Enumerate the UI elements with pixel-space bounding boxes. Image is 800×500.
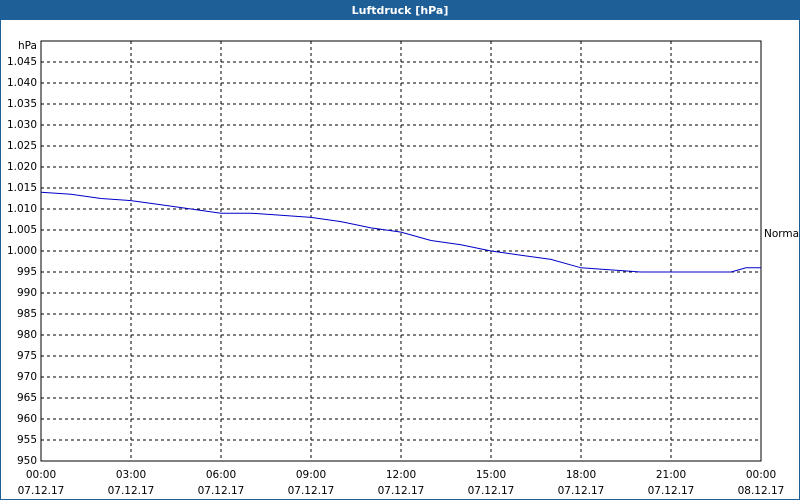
x-tick-label: 21:00 <box>656 469 686 481</box>
y-tick-label: 965 <box>17 392 37 404</box>
x-tick-date: 07.12.17 <box>648 485 695 497</box>
x-tick-label: 06:00 <box>206 469 236 481</box>
y-tick-label: 1.005 <box>7 224 37 236</box>
y-tick-label: 1.045 <box>7 56 37 68</box>
chart-title: Luftdruck [hPa] <box>352 4 449 17</box>
x-tick-date: 07.12.17 <box>18 485 65 497</box>
y-tick-label: 1.015 <box>7 182 37 194</box>
y-tick-label: 980 <box>17 329 37 341</box>
x-tick-date: 08.12.17 <box>738 485 785 497</box>
annotation: Normal <box>764 228 800 240</box>
y-tick-label: 960 <box>17 413 37 425</box>
x-tick-label: 12:00 <box>386 469 416 481</box>
y-tick-label: 995 <box>17 266 37 278</box>
y-tick-label: 985 <box>17 308 37 320</box>
y-tick-label: 975 <box>17 350 37 362</box>
x-tick-label: 15:00 <box>476 469 506 481</box>
x-tick-date: 07.12.17 <box>108 485 155 497</box>
y-tick-label: 1.025 <box>7 140 37 152</box>
y-tick-label: 955 <box>17 434 37 446</box>
y-tick-label: 1.010 <box>7 203 37 215</box>
y-tick-label: 1.030 <box>7 119 37 131</box>
y-axis-label: hPa <box>18 40 37 52</box>
x-tick-date: 07.12.17 <box>288 485 335 497</box>
x-tick-label: 00:00 <box>26 469 56 481</box>
x-tick-date: 07.12.17 <box>198 485 245 497</box>
y-tick-label: 1.040 <box>7 77 37 89</box>
x-tick-label: 00:00 <box>746 469 776 481</box>
y-tick-label: 1.000 <box>7 245 37 257</box>
line <box>40 191 761 273</box>
y-tick-label: 970 <box>17 371 37 383</box>
x-tick-date: 07.12.17 <box>468 485 515 497</box>
y-tick-label: 990 <box>17 287 37 299</box>
y-tick-label: 1.020 <box>7 161 37 173</box>
x-tick-date: 07.12.17 <box>378 485 425 497</box>
title-bar <box>0 0 800 20</box>
x-tick-date: 07.12.17 <box>558 485 605 497</box>
x-tick-label: 03:00 <box>116 469 146 481</box>
x-tick-label: 09:00 <box>296 469 326 481</box>
y-tick-label: 1.035 <box>7 98 37 110</box>
x-tick-label: 18:00 <box>566 469 596 481</box>
y-tick-label: 950 <box>17 455 37 467</box>
